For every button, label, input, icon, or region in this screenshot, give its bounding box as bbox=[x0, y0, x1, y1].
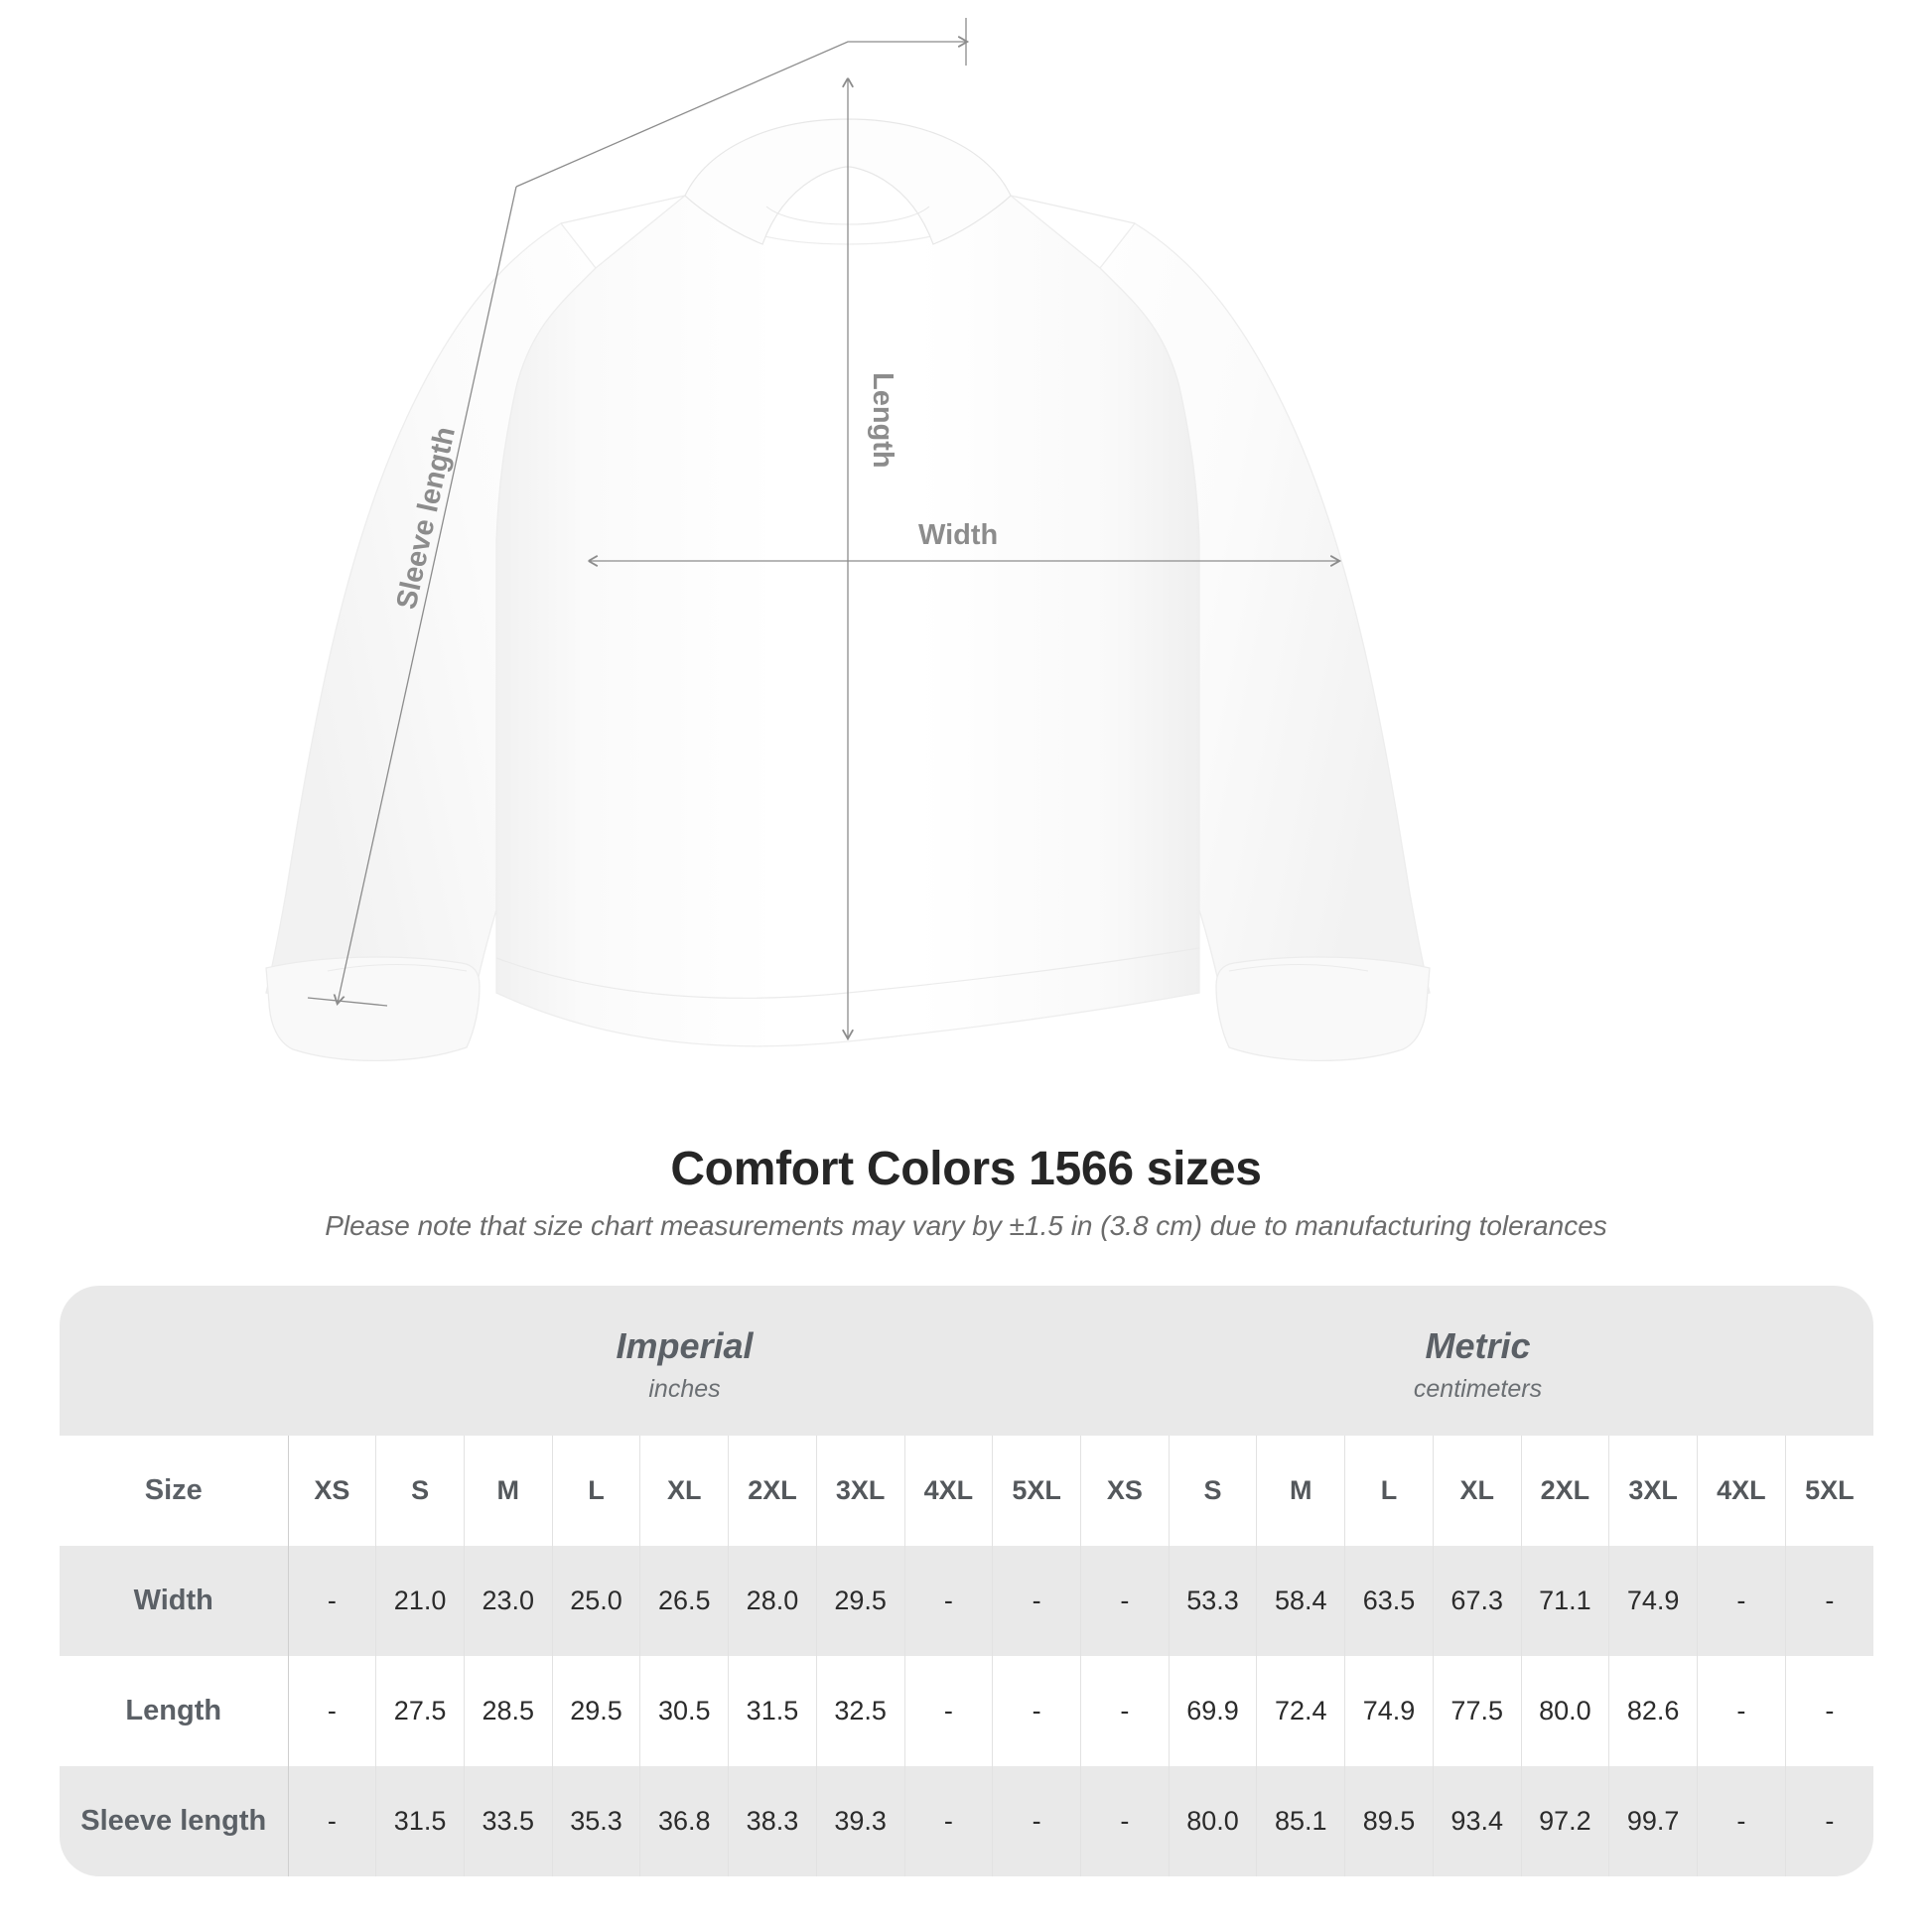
svg-text:Width: Width bbox=[918, 519, 998, 551]
svg-text:Sleeve length: Sleeve length bbox=[391, 424, 462, 612]
svg-text:Length: Length bbox=[867, 372, 898, 469]
